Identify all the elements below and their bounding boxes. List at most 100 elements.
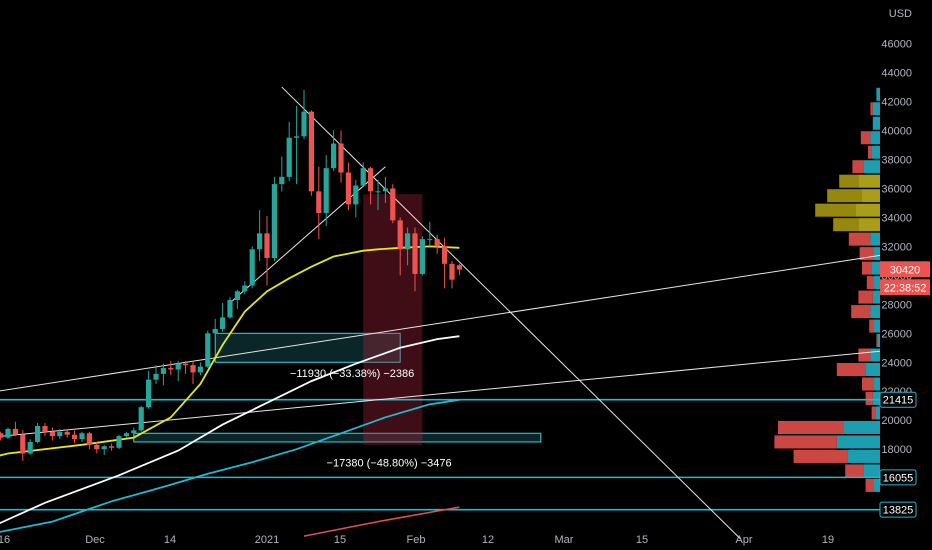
candle-body-25 — [116, 436, 122, 448]
price-tag-box-1 — [879, 469, 917, 486]
candle-body-71 — [456, 265, 462, 270]
candle-body-49 — [294, 136, 300, 138]
volume-profile — [774, 87, 880, 492]
trend-line-0 — [281, 86, 741, 540]
candle-body-23 — [101, 446, 107, 450]
profile-up-12 — [871, 261, 880, 275]
y-tick-label-4: 20000 — [881, 415, 912, 427]
profile-down-23 — [778, 420, 844, 434]
profile-up-22 — [875, 406, 880, 420]
profile-up-18 — [870, 348, 880, 362]
profile-down-26 — [845, 464, 864, 478]
y-tick-label-13: 38000 — [881, 154, 912, 166]
candle-body-62 — [390, 188, 396, 221]
candle-body-69 — [442, 246, 448, 264]
profile-up-8 — [856, 203, 880, 217]
currency-label: USD — [889, 8, 912, 20]
profile-up-27 — [874, 478, 880, 492]
x-tick-label-9: Apr — [735, 534, 752, 546]
candle-body-34 — [183, 363, 189, 366]
profile-down-17 — [876, 334, 878, 348]
candle-body-59 — [368, 168, 374, 192]
candle-body-21 — [86, 433, 92, 445]
profile-down-15 — [851, 305, 871, 319]
y-tick-label-3: 18000 — [881, 444, 912, 456]
candle-body-32 — [168, 368, 174, 370]
profile-up-21 — [872, 391, 880, 406]
profile-up-2 — [872, 116, 880, 130]
candle-body-51 — [308, 111, 314, 192]
trend-line-3 — [0, 350, 881, 437]
candle-body-30 — [153, 373, 159, 380]
x-tick-label-7: Mar — [555, 534, 574, 546]
x-tick-label-2: 14 — [164, 534, 176, 546]
profile-up-13 — [874, 276, 880, 290]
x-tick-label-1: Dec — [85, 534, 105, 546]
profile-up-3 — [870, 131, 880, 145]
profile-up-24 — [836, 435, 880, 449]
profile-up-11 — [874, 247, 880, 261]
y-tick-label-16: 44000 — [881, 68, 912, 80]
candle-body-10 — [5, 428, 11, 438]
candle-body-44 — [257, 233, 263, 250]
profile-down-3 — [860, 131, 871, 145]
candle-body-38 — [212, 328, 218, 334]
candle-body-52 — [316, 191, 322, 214]
candle-body-15 — [42, 426, 48, 432]
profile-down-7 — [827, 189, 862, 203]
candle-body-42 — [242, 285, 248, 292]
candle-body-13 — [27, 441, 33, 454]
profile-up-5 — [863, 160, 880, 174]
y-tick-label-15: 42000 — [881, 97, 912, 109]
moving-average-3 — [303, 506, 460, 537]
profile-down-9 — [833, 218, 859, 232]
profile-down-22 — [871, 406, 876, 420]
profile-up-1 — [872, 102, 880, 116]
candle-body-26 — [123, 433, 129, 437]
candle-body-17 — [57, 431, 63, 437]
zone-rect-0 — [214, 332, 401, 363]
candle-body-39 — [220, 317, 226, 329]
candle-body-64 — [405, 233, 411, 250]
profile-down-1 — [870, 102, 873, 116]
candle-body-24 — [109, 446, 115, 448]
y-tick-label-12: 36000 — [881, 183, 912, 195]
moving-average-1 — [0, 335, 460, 525]
candle-body-65 — [412, 233, 418, 274]
profile-down-13 — [866, 276, 874, 290]
moving-average-0 — [0, 245, 460, 457]
y-tick-label-10: 32000 — [881, 241, 912, 253]
profile-down-16 — [869, 319, 874, 333]
x-tick-label-3: 2021 — [255, 534, 279, 546]
candle-body-22 — [94, 444, 100, 450]
profile-down-21 — [865, 391, 873, 406]
profile-up-0 — [876, 87, 880, 101]
candle-body-57 — [353, 185, 359, 205]
moving-average-2 — [0, 399, 460, 533]
candle-body-48 — [286, 137, 292, 177]
y-tick-label-17: 46000 — [881, 39, 912, 51]
candle-body-50 — [301, 111, 307, 137]
candle-body-20 — [79, 433, 85, 440]
candle-body-14 — [35, 426, 41, 442]
price-tag-box-0 — [879, 391, 917, 408]
candle-body-9 — [0, 433, 4, 438]
current-price-label-0: 30420 — [890, 264, 921, 276]
measurements-layer: −11930 (−33.38%) −2386 −17380 (−48.80%) −… — [290, 368, 452, 470]
y-tick-label-11: 34000 — [881, 212, 912, 224]
profile-down-24 — [774, 435, 837, 449]
profile-down-19 — [836, 362, 866, 377]
measurement-label-0: −11930 (−33.38%) −2386 — [290, 368, 414, 380]
profile-up-19 — [865, 362, 880, 377]
current-price-tag-1 — [880, 279, 930, 296]
profile-down-5 — [852, 160, 864, 174]
price-tag-box-2 — [879, 501, 917, 518]
candle-body-27 — [131, 430, 137, 434]
candle-body-55 — [338, 143, 344, 173]
profile-up-4 — [871, 145, 880, 159]
time-axis[interactable]: 16 Dec 14 2021 15 Feb 12 Mar 15 Apr 19 — [0, 534, 834, 546]
profile-down-8 — [815, 203, 856, 217]
profile-down-27 — [865, 478, 874, 492]
zone-rect-2 — [363, 194, 423, 445]
